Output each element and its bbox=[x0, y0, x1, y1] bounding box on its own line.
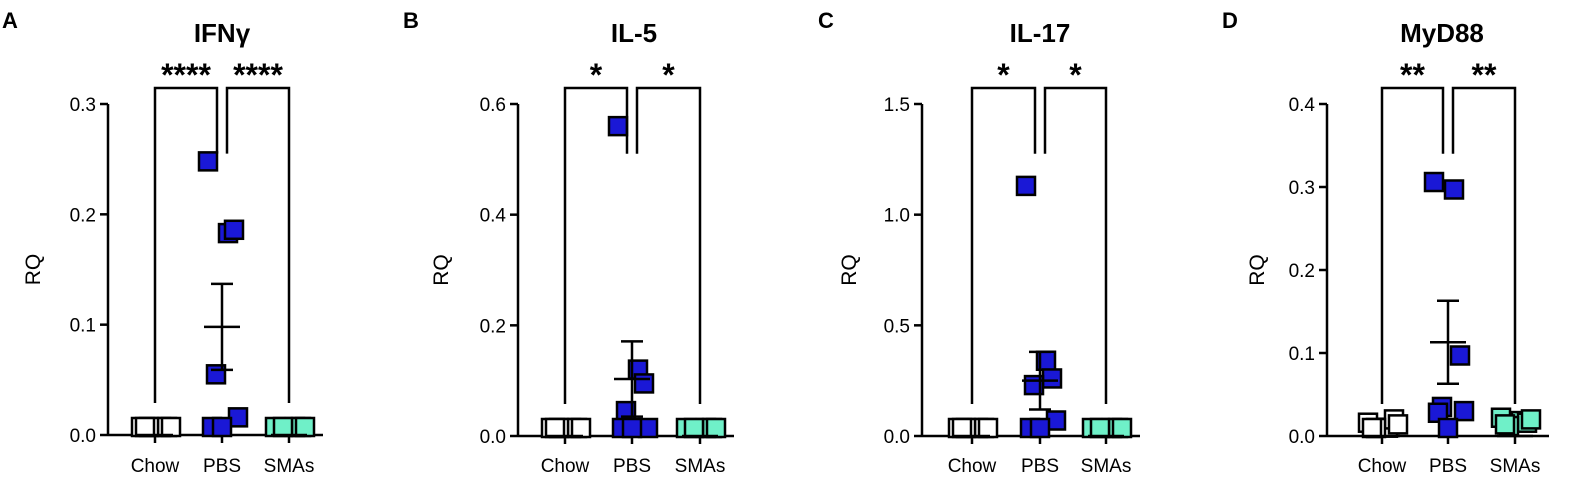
y-tick-label: 0.2 bbox=[480, 316, 506, 337]
x-tick-label: Chow bbox=[1358, 456, 1407, 477]
panel-letter: C bbox=[818, 8, 834, 33]
panel-b: B IL-5 RQ 0.0 0.2 0.4 0.6 Chow PBS SMAs * * bbox=[403, 8, 734, 477]
y-tick-label: 1.5 bbox=[884, 95, 910, 116]
significance-bracket bbox=[1380, 86, 1445, 404]
significance-bracket bbox=[635, 86, 702, 404]
significance-bracket bbox=[563, 86, 629, 404]
data-point bbox=[1423, 171, 1445, 193]
y-tick-label: 0.3 bbox=[70, 95, 96, 116]
significance-bracket bbox=[1451, 86, 1517, 404]
x-tick-label: Chow bbox=[541, 456, 590, 477]
significance-bracket bbox=[970, 86, 1037, 404]
y-tick-label: 0.1 bbox=[1289, 344, 1315, 365]
data-point bbox=[160, 416, 182, 438]
data-point bbox=[1443, 179, 1465, 200]
significance-label: * bbox=[590, 57, 603, 93]
data-point bbox=[570, 417, 592, 439]
significance-bracket bbox=[225, 86, 291, 403]
data-point bbox=[607, 115, 629, 137]
data-point bbox=[1520, 409, 1542, 430]
data-point bbox=[197, 151, 219, 172]
y-tick-label: 0.4 bbox=[1289, 95, 1316, 116]
data-point bbox=[705, 417, 727, 439]
data-point bbox=[1387, 414, 1409, 435]
y-tick-label: 0.0 bbox=[884, 427, 910, 448]
y-tick-label: 0.0 bbox=[70, 426, 96, 447]
x-tick-label: SMAs bbox=[1490, 456, 1541, 477]
y-axis-label: RQ bbox=[838, 254, 861, 286]
data-point bbox=[1437, 417, 1459, 439]
y-tick-label: 0.0 bbox=[480, 427, 506, 448]
data-point bbox=[294, 416, 316, 438]
y-axis-label: RQ bbox=[430, 254, 453, 286]
panel-title: IL-5 bbox=[611, 18, 657, 48]
y-tick-label: 0.3 bbox=[1289, 178, 1315, 199]
significance-bracket bbox=[153, 86, 219, 403]
significance-label: * bbox=[662, 57, 675, 93]
significance-label: * bbox=[997, 57, 1010, 93]
data-point bbox=[1111, 417, 1133, 439]
y-axis-label: RQ bbox=[1246, 254, 1269, 286]
significance-bracket bbox=[1043, 86, 1108, 404]
x-tick-label: SMAs bbox=[675, 456, 726, 477]
y-tick-label: 0.0 bbox=[1289, 427, 1315, 448]
y-tick-label: 0.5 bbox=[884, 316, 910, 337]
data-point bbox=[544, 417, 566, 439]
significance-label: * bbox=[1069, 57, 1082, 93]
panel-d: D MyD88 RQ 0.0 0.1 0.2 0.3 0.4 Chow PBS SMAs ** ** bbox=[1222, 8, 1549, 477]
y-tick-label: 0.2 bbox=[1289, 261, 1315, 282]
x-tick-label: SMAs bbox=[264, 456, 315, 477]
data-point bbox=[621, 417, 643, 439]
y-tick-label: 0.6 bbox=[480, 95, 506, 116]
data-point bbox=[1015, 175, 1037, 197]
significance-label: **** bbox=[161, 57, 211, 93]
y-tick-label: 0.2 bbox=[70, 205, 96, 226]
data-point bbox=[1041, 368, 1063, 389]
data-point bbox=[633, 373, 655, 394]
data-point bbox=[211, 416, 233, 438]
data-point bbox=[1089, 417, 1111, 439]
panel-title: IL-17 bbox=[1010, 18, 1071, 48]
y-tick-label: 0.4 bbox=[480, 206, 507, 227]
panel-letter: D bbox=[1222, 8, 1238, 33]
data-point bbox=[977, 417, 999, 439]
data-point bbox=[1361, 417, 1383, 439]
significance-label: ** bbox=[1472, 57, 1497, 93]
panel-letter: A bbox=[2, 8, 18, 33]
panel-title: IFNγ bbox=[194, 18, 251, 48]
x-tick-label: PBS bbox=[1429, 456, 1467, 477]
data-point bbox=[1029, 417, 1051, 439]
x-tick-label: PBS bbox=[203, 456, 241, 477]
x-tick-label: Chow bbox=[131, 456, 180, 477]
panel-letter: B bbox=[403, 8, 419, 33]
data-point bbox=[1453, 400, 1475, 422]
data-point bbox=[223, 219, 245, 241]
panel-a: A IFNγ RQ 0.0 0.1 0.2 0.3 Chow PBS SMAs **** **** bbox=[2, 8, 323, 477]
significance-label: **** bbox=[233, 57, 283, 93]
x-tick-label: PBS bbox=[613, 456, 651, 477]
data-point bbox=[951, 417, 973, 439]
data-point bbox=[134, 416, 156, 438]
data-point bbox=[1449, 345, 1471, 366]
x-tick-label: SMAs bbox=[1081, 456, 1132, 477]
x-tick-label: PBS bbox=[1021, 456, 1059, 477]
data-point bbox=[1494, 414, 1516, 435]
panel-c: C IL-17 RQ 0.0 0.5 1.0 1.5 Chow PBS SMAs * * bbox=[818, 8, 1140, 477]
y-tick-label: 0.1 bbox=[70, 316, 96, 337]
y-axis-label: RQ bbox=[22, 254, 45, 286]
data-point bbox=[683, 417, 705, 439]
x-tick-label: Chow bbox=[948, 456, 997, 477]
y-tick-label: 1.0 bbox=[884, 206, 910, 227]
data-point bbox=[272, 416, 294, 438]
significance-label: ** bbox=[1400, 57, 1425, 93]
panel-title: MyD88 bbox=[1400, 18, 1484, 48]
